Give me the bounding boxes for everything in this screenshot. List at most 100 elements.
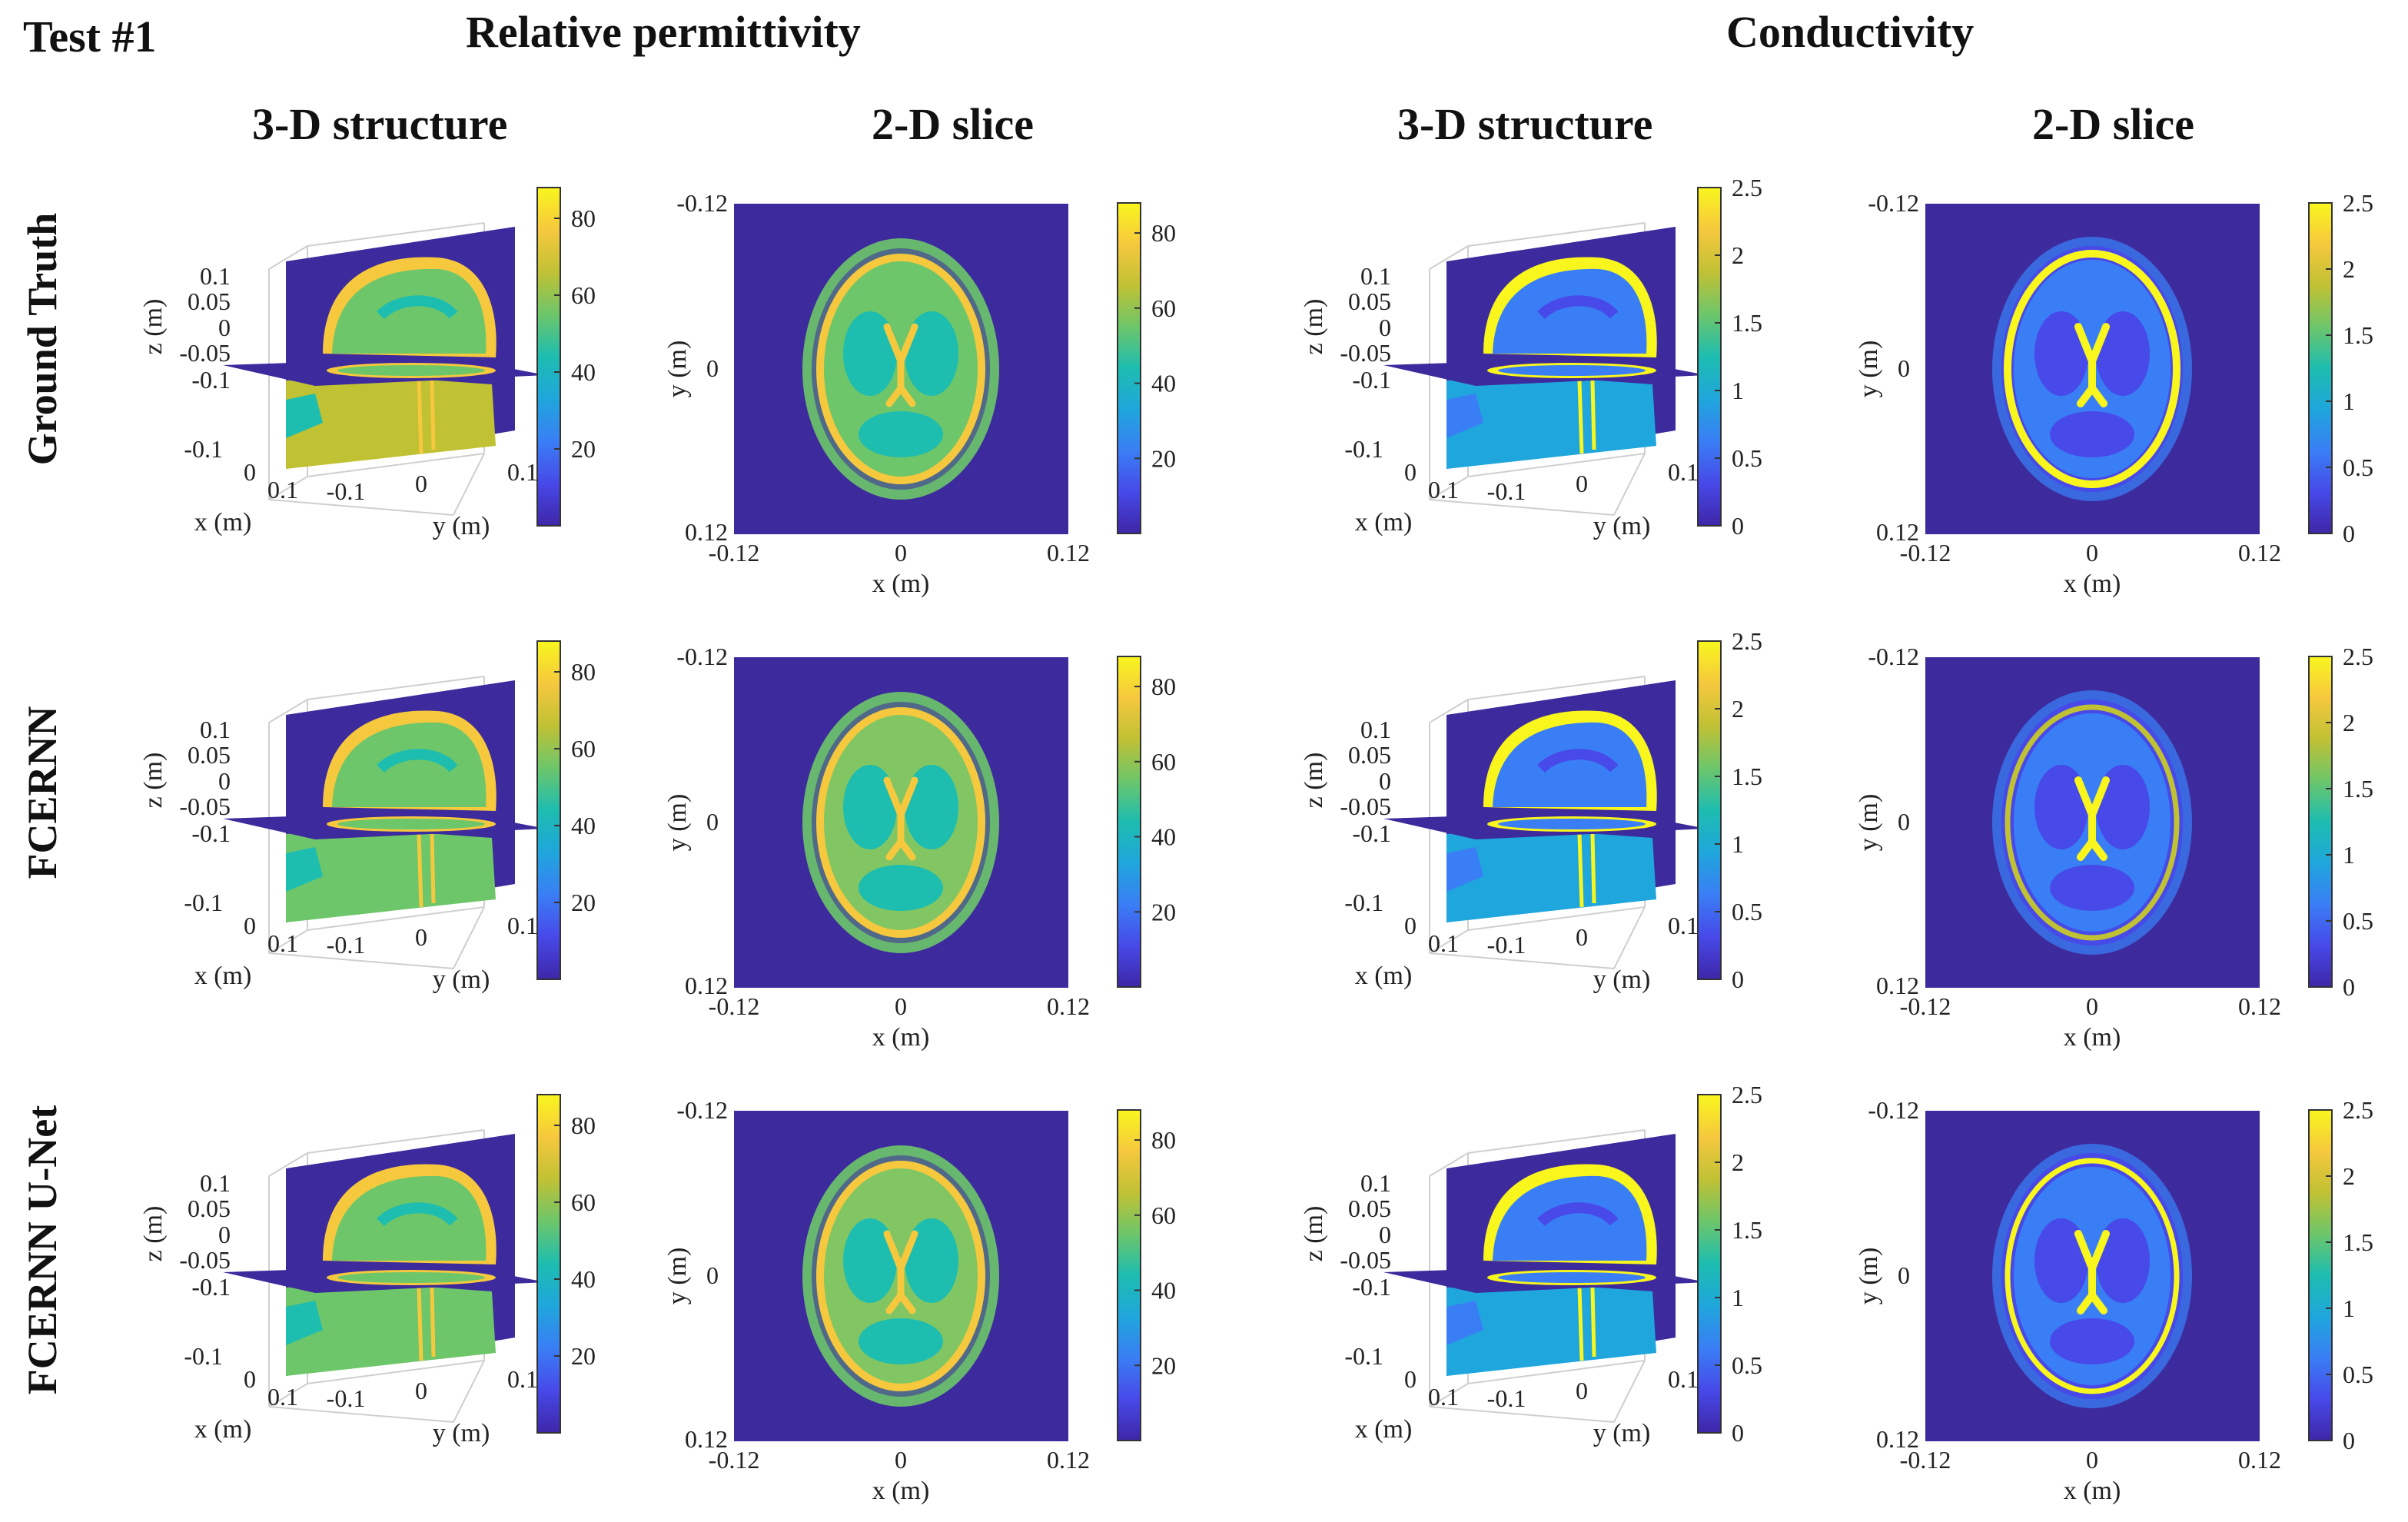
z-axis-label: z (m) [139, 1206, 168, 1262]
white-matter-left [2034, 311, 2088, 396]
x-tick-label: 0.1 [1428, 1383, 1459, 1411]
x-tick-label: 0.1 [267, 1383, 298, 1411]
x-tick-label: 0 [2086, 992, 2098, 1020]
x-axis-label: x (m) [2064, 1023, 2121, 1052]
colorbar-tick-label: 0.5 [2343, 1361, 2373, 1388]
colorbar-tick-label: 80 [1151, 1126, 1176, 1154]
lower-head [286, 377, 496, 469]
z-tick-label: -0.1 [191, 366, 231, 394]
x-tick-label: -0.12 [709, 539, 760, 567]
slice-panel-cond-1: -0.12 0 0.12 -0.12 0 0.12 y (m) x (m) [1855, 643, 2298, 1052]
colorbar [1697, 187, 1722, 527]
x-tick-label: 0 [1404, 912, 1417, 939]
white-matter-left [2034, 1218, 2088, 1303]
colorbar-tick-label: 2.5 [1732, 627, 1762, 655]
colorbar-tick-label: 1.5 [2343, 321, 2373, 349]
colorbar-tick-label: 0.5 [2343, 454, 2373, 481]
corpus-callosum [1537, 295, 1619, 320]
y-axis-label: y (m) [663, 794, 692, 852]
y-tick-label: 0.1 [507, 912, 538, 939]
y-tick-label: 0 [706, 1261, 719, 1289]
csf-ring [2004, 1158, 2180, 1394]
x-tick-label: -0.1 [184, 1342, 223, 1370]
white-matter-left [2034, 765, 2088, 849]
colorbar-tick-label: 1.5 [1732, 763, 1762, 790]
white-matter-posterior [859, 1318, 943, 1364]
colorbar-perm-slice-2: 80 60 40 20 [1114, 1107, 1214, 1457]
y-axis-label: y (m) [663, 1248, 692, 1305]
z-tick-label: 0.05 [188, 287, 231, 315]
face-profile [286, 394, 323, 438]
y-tick-label: -0.12 [676, 189, 728, 217]
ventricles [883, 776, 918, 861]
z-tick-label: -0.05 [179, 793, 231, 820]
y-axis-label: y (m) [1855, 794, 1883, 852]
face-profile [1446, 394, 1483, 438]
z-tick-label: 0.05 [1348, 741, 1391, 769]
white-matter-right [905, 1218, 958, 1303]
colorbar-tick-label: 0 [2343, 1427, 2355, 1454]
x-axis-label: x (m) [872, 1023, 930, 1052]
structure-panel-perm-2: 0.1 0.05 0 -0.05 -0.1 z (m) -0.1 0 0.1 -0.1 0 0.1 x … [115, 1099, 607, 1503]
slice-panel-cond-0: -0.12 0 0.12 -0.12 0 0.12 y (m) x (m) [1855, 189, 2298, 598]
x-tick-label: 0.12 [1047, 1446, 1090, 1474]
colorbar-perm-structure-0: 80 60 40 20 [534, 184, 634, 542]
y-tick-label: -0.1 [327, 931, 366, 959]
colorbar-tick-label: 1.5 [1732, 309, 1762, 337]
z-tick-label: -0.1 [1352, 366, 1391, 394]
x-axis-label: x (m) [194, 1415, 252, 1444]
colorbar [1117, 202, 1141, 534]
y-tick-label: 0 [415, 923, 427, 951]
colorbar-tick-label: 60 [571, 735, 596, 763]
white-matter-posterior [2050, 865, 2134, 911]
z-axis-label: z (m) [1300, 1206, 1328, 1262]
z-axis-label: z (m) [139, 299, 168, 355]
z-tick-label: 0 [1379, 314, 1391, 341]
z-tick-label: 0.05 [188, 1195, 231, 1222]
colorbar-tick-label: 0 [2343, 973, 2355, 1001]
z-tick-label: 0 [218, 767, 231, 795]
y-tick-label: 0.12 [1876, 972, 1919, 999]
colorbar-tick-label: 0.5 [1732, 898, 1762, 925]
y-tick-label: -0.1 [1487, 931, 1526, 959]
face-profile [286, 1301, 323, 1345]
z-axis-label: z (m) [139, 753, 168, 809]
colorbar-tick-label: 40 [1151, 823, 1176, 851]
x-tick-label: -0.12 [709, 1446, 760, 1474]
x-tick-label: -0.12 [1900, 1446, 1951, 1474]
row-label-ground-truth: Ground Truth [19, 212, 65, 466]
y-tick-label: 0.12 [1876, 518, 1919, 546]
z-tick-label: 0 [218, 314, 231, 341]
colorbar-tick-label: 20 [1151, 444, 1176, 472]
y-tick-label: 0 [1576, 470, 1588, 497]
z-tick-label: 0 [1379, 767, 1391, 795]
z-tick-label: -0.1 [1352, 819, 1391, 847]
colorbar-tick-label: 1.5 [2343, 1228, 2373, 1256]
lower-head [1446, 377, 1656, 469]
colorbar-tick-label: 2 [1732, 241, 1744, 269]
y-tick-label: -0.1 [1487, 477, 1526, 505]
colorbar [2308, 1109, 2333, 1441]
lower-head [1446, 1284, 1656, 1376]
x-tick-label: -0.12 [1900, 992, 1951, 1020]
colorbar-cond-slice-0: 2.5 2 1.5 1 0.5 0 [2306, 189, 2406, 550]
slice-panel-perm-2: -0.12 0 0.12 -0.12 0 0.12 y (m) x (m) [663, 1096, 1107, 1505]
structure-panel-perm-0: 0.1 0.05 0 -0.05 -0.1 z (m) -0.1 0 0.1 -0.1 0 0.1 x … [115, 192, 607, 596]
white-matter-right [2096, 311, 2150, 396]
corpus-callosum [377, 749, 458, 773]
colorbar-tick-label: 0 [2343, 520, 2355, 547]
colorbar-tick-label: 0 [1732, 512, 1744, 540]
colorbar [536, 1094, 561, 1434]
colorbar-cond-structure-1: 2.5 2 1.5 1 0.5 0 [1695, 627, 1795, 995]
slice-panel-perm-0: -0.12 0 0.12 -0.12 0 0.12 y (m) x (m) [663, 189, 1107, 598]
colorbar-tick-label: 40 [571, 812, 596, 839]
x-tick-label: 0.12 [1047, 539, 1090, 567]
y-tick-label: -0.1 [327, 477, 366, 505]
column-header-cond-3d: 3-D structure [1397, 99, 1653, 149]
y-tick-label: 0.1 [1668, 458, 1699, 486]
y-tick-label: 0.12 [685, 972, 728, 999]
colorbar-tick-label: 1.5 [2343, 775, 2373, 803]
y-tick-label: -0.12 [676, 1096, 728, 1124]
z-axis-label: z (m) [1300, 299, 1328, 355]
white-matter-right [905, 765, 958, 849]
